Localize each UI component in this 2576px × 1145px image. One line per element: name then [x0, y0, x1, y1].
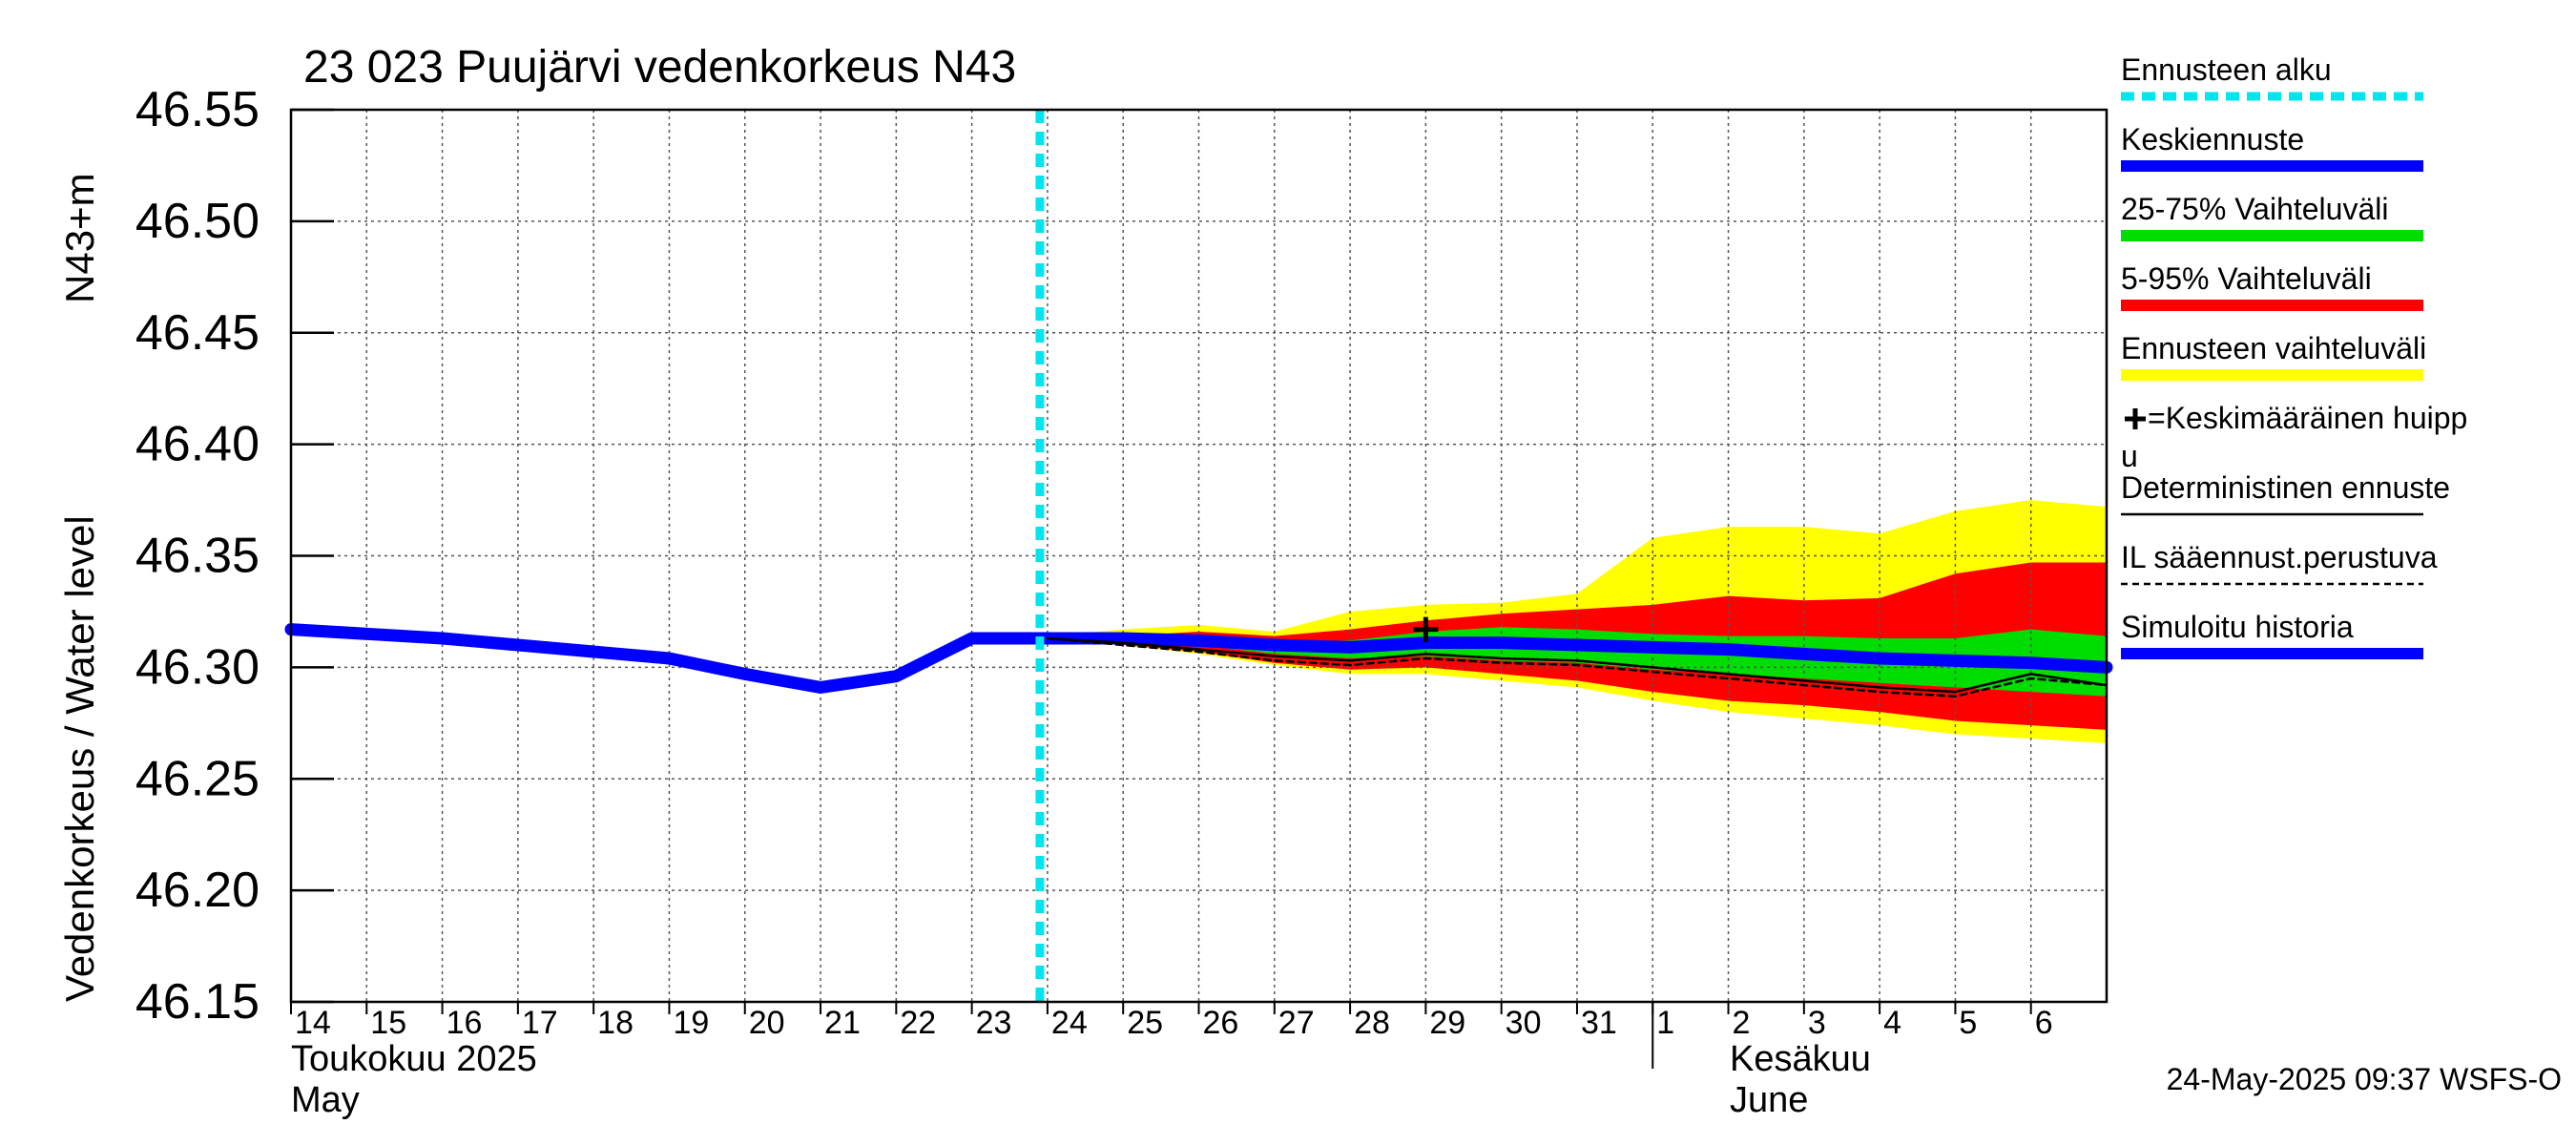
- x-tick-label: 19: [673, 1005, 709, 1041]
- month-label-june-fi: Kesäkuu: [1730, 1039, 1871, 1079]
- x-tick-label: 16: [447, 1005, 483, 1041]
- x-tick-label: 21: [824, 1005, 861, 1041]
- x-tick-label: 30: [1506, 1005, 1542, 1041]
- x-tick-label: 26: [1203, 1005, 1239, 1041]
- x-tick-label: 23: [976, 1005, 1012, 1041]
- series-il-s-ennust-perustuva: [1046, 636, 2109, 698]
- x-tick-label: 2: [1733, 1005, 1751, 1041]
- y-tick-label: 46.45: [135, 305, 260, 361]
- x-axis-ticks: 14 15 16 17 18 19 20 21 22 23 24 25 26 27 28 29 30 31 1 2 3 4…: [290, 1002, 2053, 1041]
- legend-marker-cross: [2125, 408, 2146, 429]
- chart-title: 23 023 Puujärvi vedenkorkeus N43: [303, 42, 1016, 93]
- y-tick-label: 46.40: [135, 417, 260, 472]
- legend-label: Ennusteen alku: [2121, 52, 2332, 87]
- month-label-june-en: June: [1730, 1080, 1808, 1120]
- x-tick-label: 25: [1127, 1005, 1163, 1041]
- y-axis-ticks: 46.15 46.20 46.25 46.30 46.35 46.40 46.45 46.50…: [135, 82, 334, 1030]
- legend-label: IL sääennust.perustuva: [2121, 540, 2438, 574]
- x-tick-label: 27: [1278, 1005, 1315, 1041]
- x-tick-label: 22: [900, 1005, 936, 1041]
- month-label-may-fi: Toukokuu 2025: [291, 1039, 537, 1079]
- y-tick-label: 46.30: [135, 639, 260, 695]
- y-tick-label: 46.15: [135, 974, 260, 1030]
- x-tick-label: 4: [1883, 1005, 1901, 1041]
- x-tick-label: 24: [1051, 1005, 1088, 1041]
- x-tick-label: 28: [1354, 1005, 1390, 1041]
- y-tick-label: 46.20: [135, 863, 260, 918]
- series-deterministinen-ennuste: [1046, 636, 2109, 694]
- x-tick-label: 18: [597, 1005, 634, 1041]
- legend-label: Keskiennuste: [2121, 122, 2304, 156]
- x-tick-label: 1: [1656, 1005, 1674, 1041]
- month-label-may-en: May: [291, 1080, 360, 1120]
- legend: Ennusteen alku Keskiennuste 25-75% Vaihtel…: [2121, 52, 2467, 659]
- y-tick-label: 46.35: [135, 529, 260, 584]
- x-tick-label: 15: [370, 1005, 406, 1041]
- y-axis-label-water-level: Vedenkorkeus / Water level: [57, 515, 102, 1002]
- legend-label: Deterministinen ennuste: [2121, 470, 2450, 505]
- x-tick-label: 6: [2035, 1005, 2053, 1041]
- x-tick-label: 14: [295, 1005, 331, 1041]
- plot-grid: [290, 109, 2107, 1003]
- x-tick-label: 17: [522, 1005, 558, 1041]
- legend-label: 25-75% Vaihteluväli: [2121, 192, 2388, 226]
- y-axis-label-n43: N43+m: [57, 173, 102, 303]
- y-tick-label: 46.50: [135, 194, 260, 249]
- x-tick-label: 20: [749, 1005, 785, 1041]
- legend-label: Ennusteen vaihteluväli: [2121, 331, 2426, 365]
- legend-label: =Keskimääräinen huipp: [2148, 401, 2467, 435]
- legend-label-continued: u: [2121, 439, 2138, 473]
- series-lines: [284, 110, 2113, 1002]
- x-tick-label: 31: [1581, 1005, 1617, 1041]
- y-tick-label: 46.25: [135, 751, 260, 806]
- peak-marker: [1413, 616, 1439, 642]
- x-tick-label: 5: [1959, 1005, 1977, 1041]
- legend-label: Simuloitu historia: [2121, 610, 2354, 644]
- y-tick-label: 46.55: [135, 82, 260, 137]
- legend-label: 5-95% Vaihteluväli: [2121, 261, 2372, 296]
- x-tick-label: 29: [1429, 1005, 1465, 1041]
- x-tick-label: 3: [1808, 1005, 1826, 1041]
- timestamp: 24-May-2025 09:37 WSFS-O: [2167, 1062, 2562, 1096]
- series-simuloitu-historia: [284, 623, 1054, 694]
- series-keskiennuste: [1041, 632, 2113, 674]
